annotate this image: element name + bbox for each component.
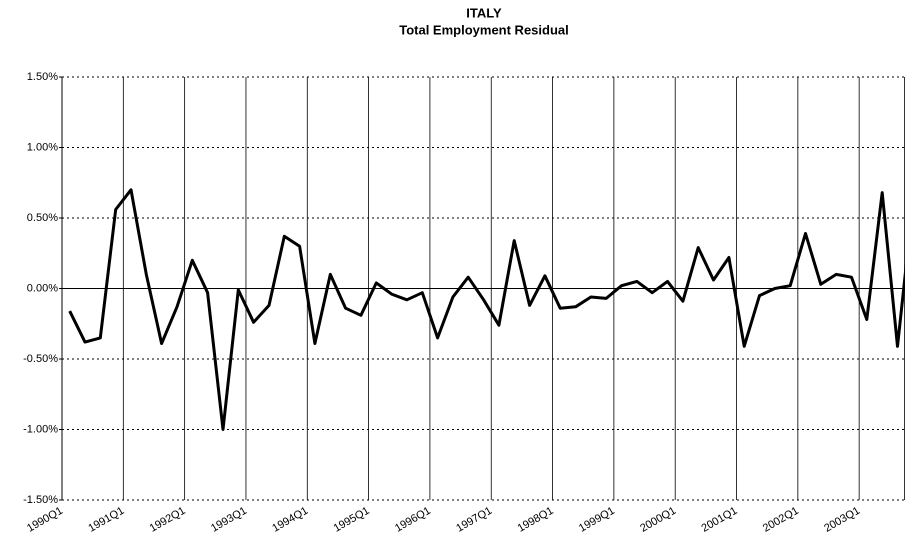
x-tick-label: 2001Q1	[700, 505, 740, 535]
x-tick-label: 2002Q1	[761, 505, 801, 535]
y-tick-label: -1.50%	[23, 494, 58, 506]
chart-title: ITALY	[466, 5, 502, 20]
x-tick-label: 1998Q1	[516, 505, 556, 535]
y-tick-label: 0.50%	[27, 212, 58, 224]
x-tick-label: 1995Q1	[332, 505, 372, 535]
x-tick-label: 1991Q1	[86, 505, 126, 535]
y-tick-label: 0.00%	[27, 282, 58, 294]
x-tick-label: 1999Q1	[577, 505, 617, 535]
x-tick-label: 1997Q1	[454, 505, 494, 535]
x-tick-label: 1994Q1	[270, 505, 310, 535]
y-tick-label: -0.50%	[23, 353, 58, 365]
x-tick-label: 1990Q1	[25, 505, 65, 535]
x-tick-label: 2000Q1	[638, 505, 678, 535]
y-tick-label: -1.00%	[23, 423, 58, 435]
x-tick-label: 2003Q1	[822, 505, 862, 535]
x-tick-label: 1993Q1	[209, 505, 249, 535]
x-tick-label: 1996Q1	[393, 505, 433, 535]
data-line	[68, 188, 905, 431]
y-tick-label: 1.00%	[27, 141, 58, 153]
chart-subtitle: Total Employment Residual	[399, 22, 569, 37]
x-tick-label: 1992Q1	[148, 505, 188, 535]
y-tick-label: 1.50%	[27, 71, 58, 83]
